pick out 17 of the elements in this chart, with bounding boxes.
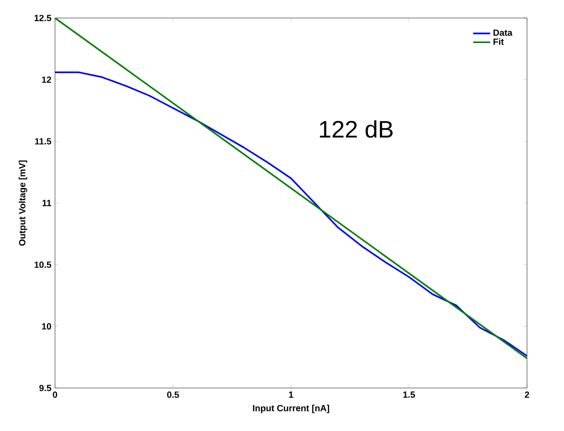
y-tick-label: 12 <box>42 76 52 83</box>
legend-label: Data <box>494 30 512 36</box>
y-tick-label: 12.5 <box>34 14 52 22</box>
x-tick-label: 1.5 <box>403 392 415 398</box>
y-tick-label: 10 <box>42 323 52 330</box>
x-tick-label: 0 <box>52 392 58 398</box>
legend-label: Fit <box>494 38 504 45</box>
y-axis-title: Output Voltage [mV] <box>18 160 28 246</box>
x-tick-label: 0.5 <box>167 392 179 398</box>
y-tick-label: 11 <box>42 200 52 206</box>
x-axis-title: Input Current [nA] <box>253 404 330 414</box>
annotation: 122 dB <box>320 120 393 138</box>
y-tick-label: 10.5 <box>34 261 52 268</box>
x-tick-label: 1 <box>289 392 294 398</box>
x-tick-label: 2 <box>524 392 530 398</box>
y-tick-label: 11.5 <box>35 138 52 144</box>
y-tick-label: 9.5 <box>39 384 52 392</box>
